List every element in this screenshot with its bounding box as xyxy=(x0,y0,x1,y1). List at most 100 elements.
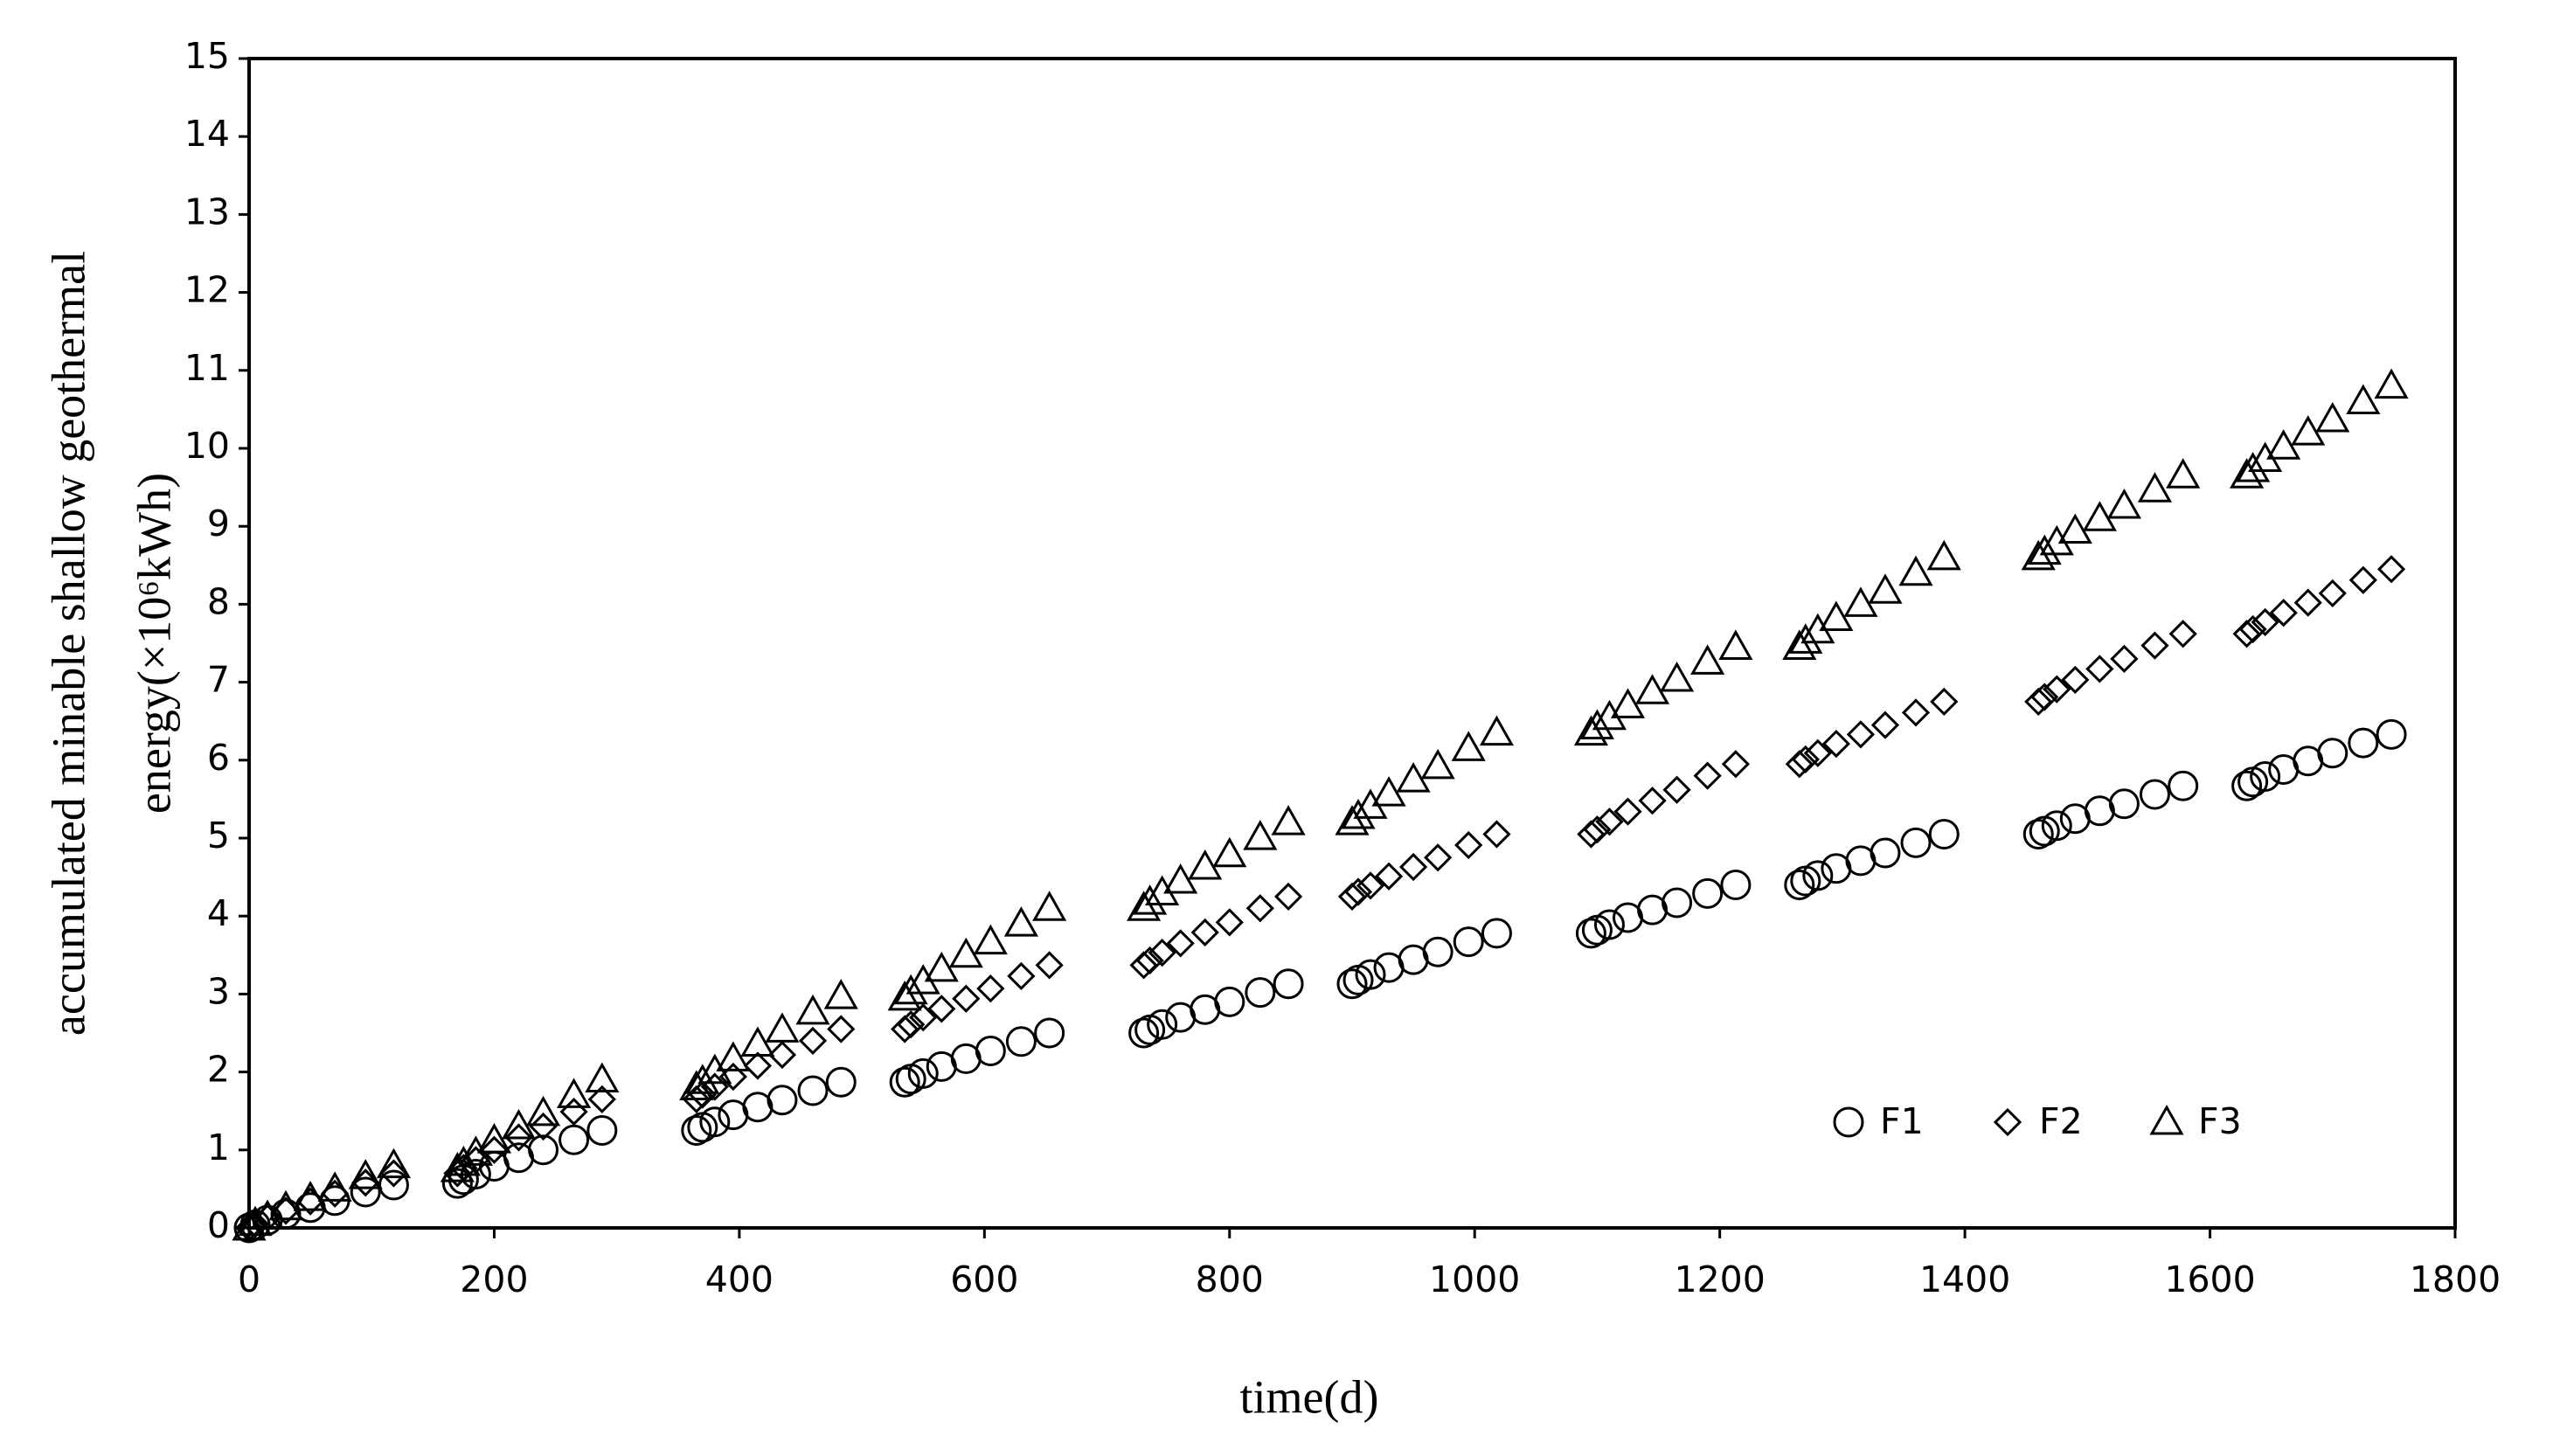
data-point xyxy=(1214,986,1245,1017)
data-point xyxy=(2085,655,2114,683)
data-point xyxy=(907,1057,939,1089)
data-point xyxy=(376,1147,412,1179)
y-tick-label: 5 xyxy=(207,815,230,856)
y-tick-label: 3 xyxy=(207,970,230,1012)
data-point xyxy=(927,995,956,1023)
data-point xyxy=(1592,699,1627,731)
legend-marker xyxy=(2149,1104,2184,1135)
data-point xyxy=(1802,860,1834,891)
data-point xyxy=(2250,761,2281,793)
data-point xyxy=(2043,675,2071,704)
data-point xyxy=(446,1145,481,1176)
data-point xyxy=(501,1108,537,1140)
data-point xyxy=(825,1066,857,1098)
data-point xyxy=(232,1210,267,1241)
data-point xyxy=(1690,644,1725,675)
data-point xyxy=(1577,820,1606,849)
data-point xyxy=(1583,815,1612,844)
data-point xyxy=(504,1123,533,1152)
data-point xyxy=(1135,946,1164,975)
legend-label: F3 xyxy=(2198,1100,2242,1142)
data-point xyxy=(2137,472,2173,503)
data-point xyxy=(2139,779,2170,810)
x-tick-label: 600 xyxy=(950,1258,1018,1300)
data-point xyxy=(2318,579,2347,608)
data-point xyxy=(798,1026,828,1056)
data-point xyxy=(2269,599,2298,627)
y-tick-label: 11 xyxy=(184,347,230,389)
data-point xyxy=(1133,884,1168,915)
data-point xyxy=(1422,936,1453,967)
y-tick-label: 6 xyxy=(207,737,230,779)
data-point xyxy=(1371,776,1406,807)
data-point xyxy=(2315,401,2350,433)
data-point xyxy=(1453,926,1484,958)
data-point xyxy=(1693,761,1722,790)
legend-marker xyxy=(1833,1106,1864,1138)
data-point xyxy=(1928,819,1960,850)
data-point xyxy=(1007,961,1036,991)
data-point xyxy=(2291,415,2326,446)
x-tick-label: 1200 xyxy=(1674,1258,1765,1300)
data-point xyxy=(2346,384,2381,414)
data-point xyxy=(975,1036,1006,1067)
data-point xyxy=(441,1168,473,1199)
data-point xyxy=(1788,623,1823,654)
data-point xyxy=(1166,929,1195,958)
data-point xyxy=(2231,770,2263,801)
data-point xyxy=(797,1075,829,1106)
data-point xyxy=(238,1205,273,1237)
data-point xyxy=(317,1171,352,1202)
data-point xyxy=(1398,852,1428,882)
data-point xyxy=(1337,882,1367,912)
data-point xyxy=(1785,750,1814,779)
data-point xyxy=(1870,711,1900,739)
y-tick-label: 8 xyxy=(207,580,230,622)
data-point xyxy=(699,1106,731,1138)
data-point xyxy=(1243,820,1278,850)
data-point xyxy=(1782,629,1817,660)
data-point xyxy=(558,1124,590,1155)
y-tick-label: 12 xyxy=(184,269,230,311)
data-point xyxy=(1692,877,1724,909)
data-point xyxy=(1163,863,1198,894)
data-point xyxy=(743,1051,773,1080)
data-point xyxy=(893,974,928,1005)
data-point xyxy=(1803,738,1832,767)
data-point xyxy=(2317,738,2348,769)
data-point xyxy=(1901,698,1931,727)
data-point xyxy=(528,1134,559,1166)
data-point xyxy=(250,1199,285,1231)
data-point xyxy=(293,1181,328,1211)
data-point xyxy=(1341,798,1376,829)
data-point xyxy=(1613,797,1642,826)
x-tick-label: 1600 xyxy=(2164,1258,2255,1300)
data-point xyxy=(585,1062,620,1093)
data-point xyxy=(681,1115,712,1146)
data-point xyxy=(1595,808,1624,836)
data-point xyxy=(2027,534,2062,565)
y-tick-label: 15 xyxy=(184,35,230,77)
data-point xyxy=(1273,882,1303,912)
data-point xyxy=(2266,429,2301,460)
data-point xyxy=(2041,810,2072,842)
data-point xyxy=(2238,614,2267,644)
data-point xyxy=(2293,588,2322,617)
data-point xyxy=(1821,729,1851,759)
data-point xyxy=(1032,891,1067,921)
data-point xyxy=(2166,458,2201,489)
data-point xyxy=(2022,819,2054,850)
data-point xyxy=(740,1026,775,1057)
data-point xyxy=(268,1189,303,1221)
data-point xyxy=(1721,750,1751,779)
legend-label: F2 xyxy=(2039,1100,2083,1142)
data-point xyxy=(586,1115,618,1146)
data-point xyxy=(1356,871,1385,900)
data-point xyxy=(2376,718,2407,750)
data-point xyxy=(827,1015,856,1043)
data-point xyxy=(891,1015,919,1043)
data-point xyxy=(1819,600,1854,631)
data-point xyxy=(1188,849,1223,880)
data-point xyxy=(1190,918,1219,947)
data-point xyxy=(1212,836,1247,868)
